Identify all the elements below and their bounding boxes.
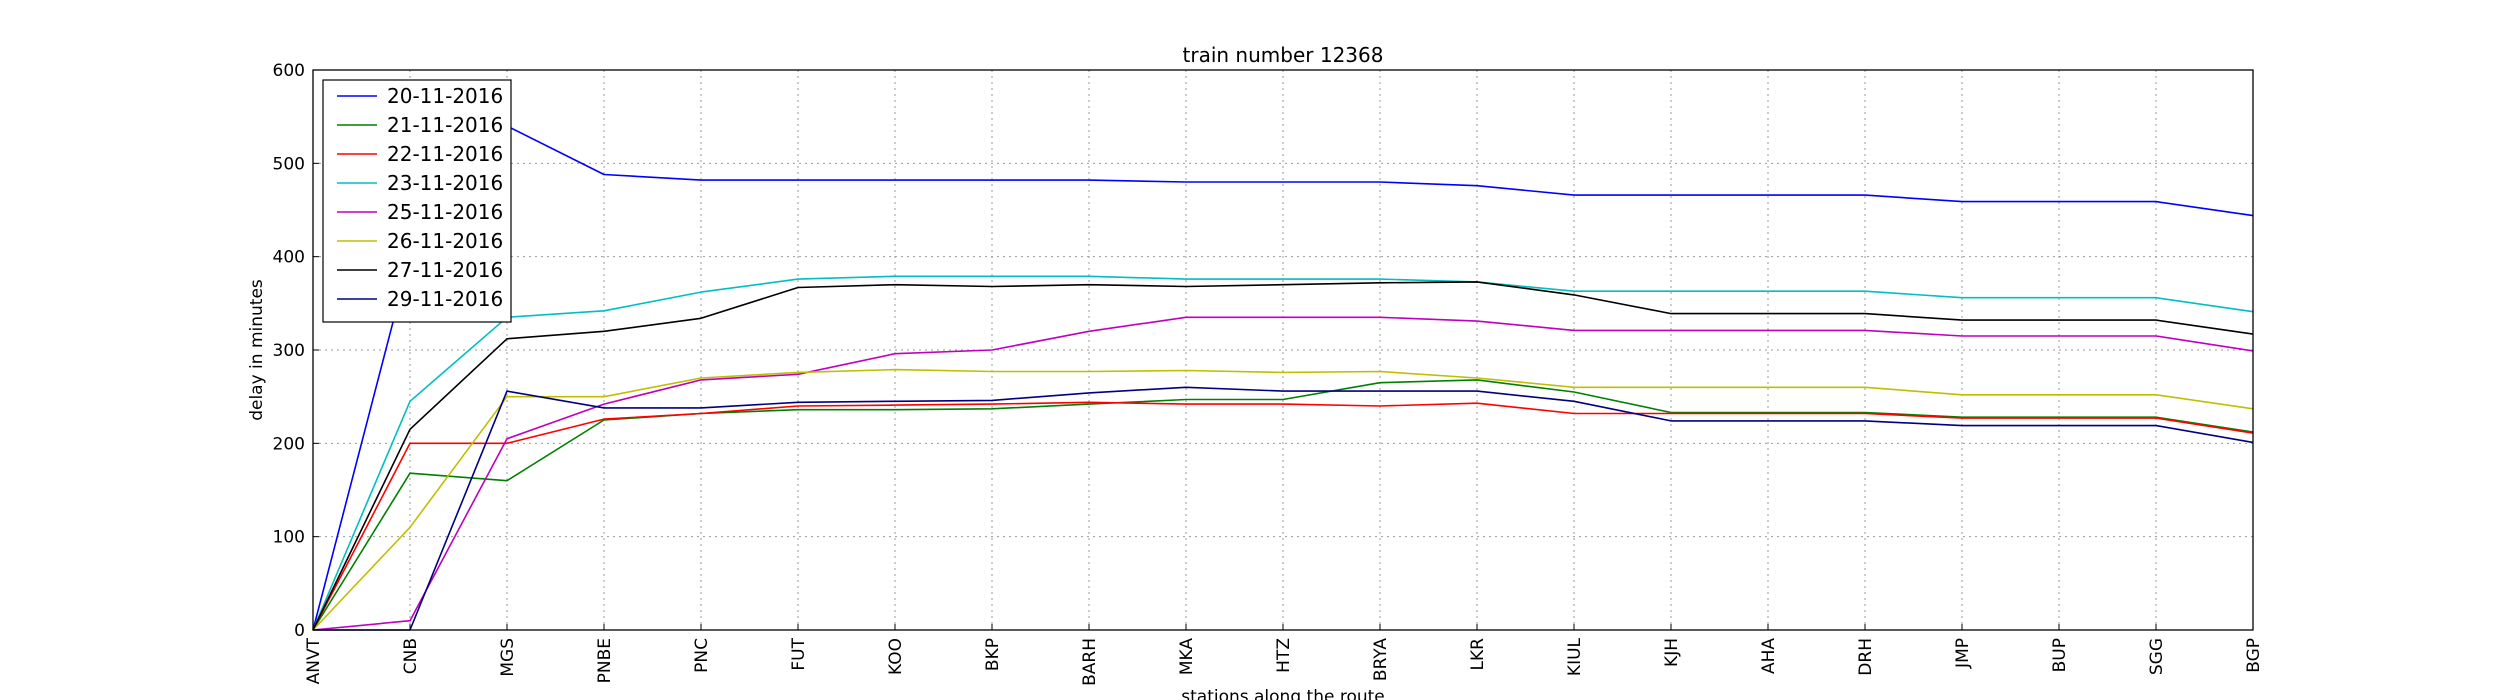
x-axis-label: stations along the route (1181, 687, 1385, 700)
y-axis-label: delay in minutes (247, 279, 267, 421)
x-tick-label: SGG (2147, 638, 2167, 675)
y-tick-label: 400 (273, 248, 305, 268)
series-lines (312, 125, 2254, 631)
x-tick-label: ANVT (304, 637, 324, 684)
legend-entry: 20-11-2016 (387, 84, 503, 108)
axis-ticks: ANVT CNB MGS PNBE PNC FUT KOO BKP BARH MKA HTZ BRYA… (273, 61, 2264, 686)
x-tick-label: BGP (2244, 638, 2264, 673)
x-tick-label: JMP (1953, 638, 1973, 669)
series-line (312, 316, 2254, 631)
x-tick-label: LKR (1468, 638, 1488, 671)
x-tick-label: KIUL (1565, 637, 1585, 676)
legend-entry: 27-11-2016 (387, 258, 503, 282)
legend-entry: 22-11-2016 (387, 142, 503, 166)
series-line (312, 125, 2254, 631)
x-tick-label: DRH (1856, 638, 1876, 676)
series-line (312, 281, 2254, 631)
legend-entry: 26-11-2016 (387, 229, 503, 253)
series-line (313, 386, 2254, 631)
y-tick-label: 500 (273, 154, 305, 174)
x-tick-label: PNC (692, 638, 712, 673)
x-tick-label: BRYA (1371, 638, 1391, 681)
series-line (312, 275, 2254, 631)
x-tick-label: BARH (1080, 638, 1100, 686)
x-tick-label: CNB (401, 638, 421, 674)
x-tick-label: FUT (789, 637, 809, 670)
x-tick-label: PNBE (595, 638, 615, 683)
chart-title: train number 12368 (1183, 43, 1384, 67)
x-tick-label: MKA (1177, 638, 1197, 676)
legend-entry: 21-11-2016 (387, 113, 503, 137)
legend-frame (322, 79, 512, 323)
legend-entry: 25-11-2016 (387, 200, 503, 224)
legend-entry: 23-11-2016 (387, 171, 503, 195)
series-line (312, 401, 2254, 631)
x-tick-label: BKP (983, 638, 1003, 671)
y-tick-label: 100 (273, 528, 305, 548)
x-tick-label: BUP (2050, 638, 2070, 672)
y-tick-label: 200 (273, 434, 305, 454)
series-line (312, 368, 2254, 631)
legend: 20-11-2016 21-11-2016 22-11-2016 23-11-2016… (322, 79, 512, 323)
x-tick-label: KOO (886, 638, 906, 675)
x-tick-label: AHA (1759, 638, 1779, 674)
y-tick-label: 600 (273, 61, 305, 81)
legend-entry: 29-11-2016 (387, 287, 503, 311)
y-tick-label: 300 (273, 341, 305, 361)
x-tick-label: MGS (498, 638, 518, 677)
x-tick-label: HTZ (1274, 638, 1294, 673)
x-tick-label: KJH (1662, 638, 1682, 667)
y-tick-label: 0 (294, 621, 305, 641)
